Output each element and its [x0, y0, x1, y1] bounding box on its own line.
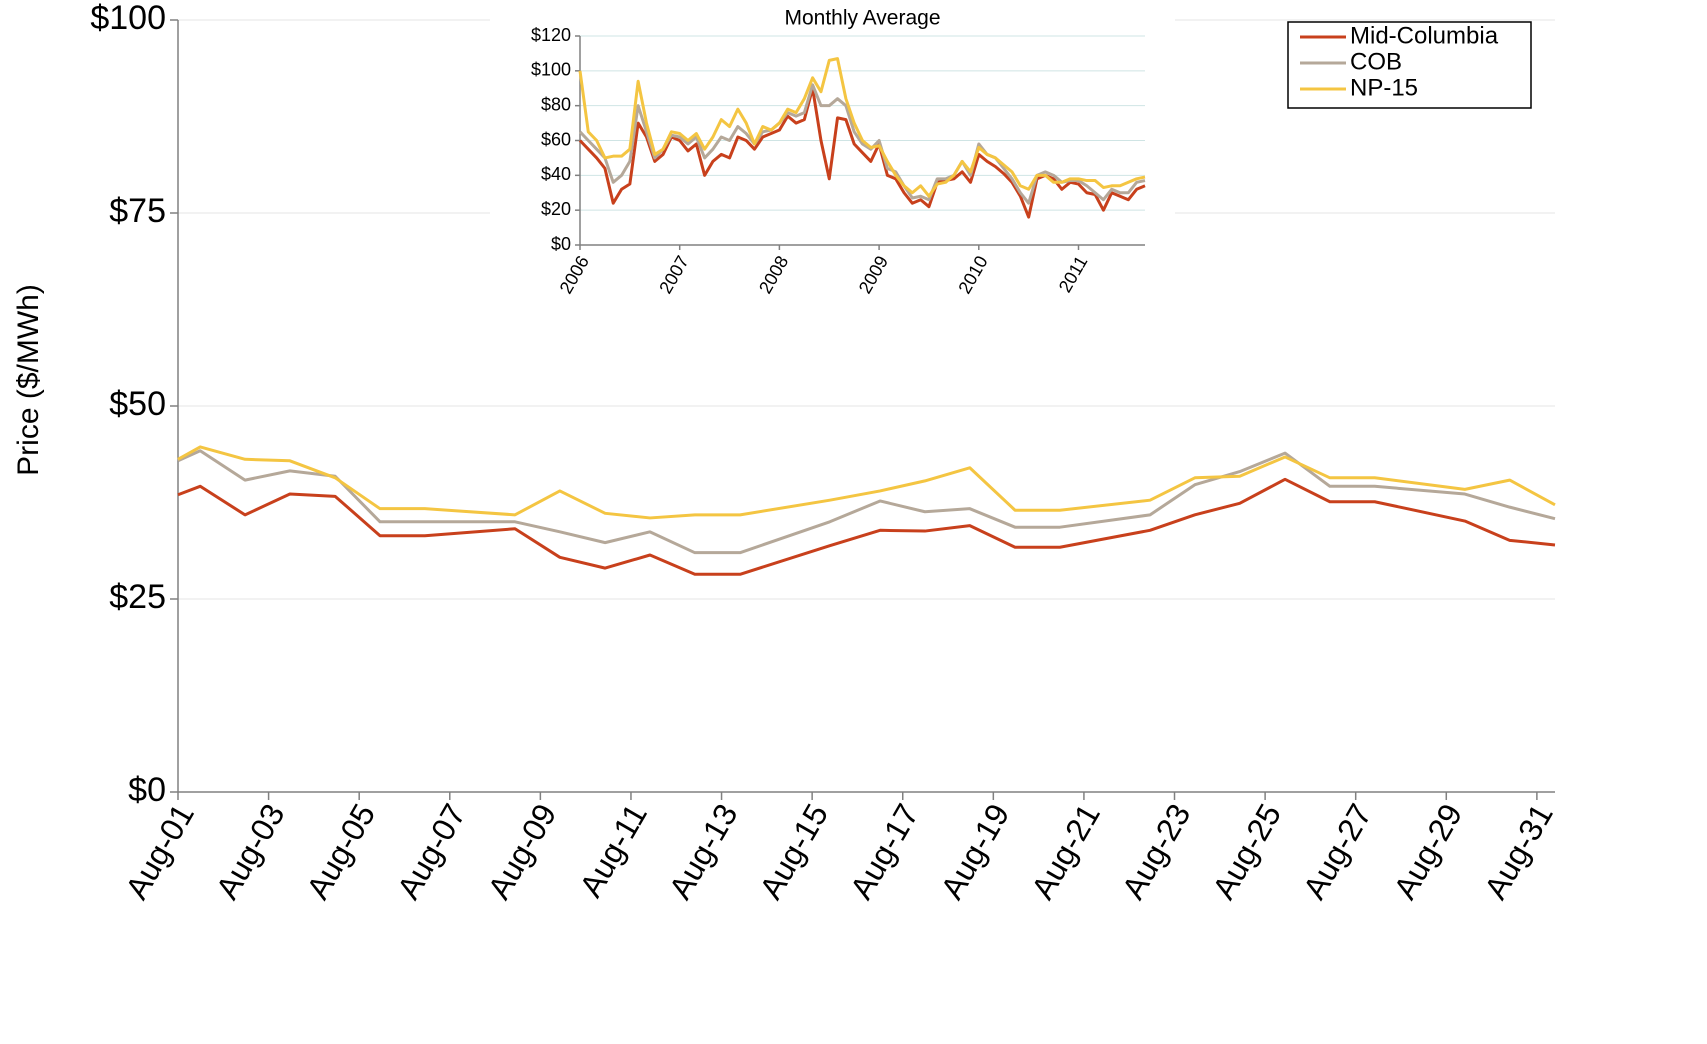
x-tick-label: Aug-07	[390, 798, 473, 905]
y-tick-label: $50	[109, 385, 166, 423]
legend-label: NP-15	[1350, 74, 1418, 101]
x-tick-label: Aug-15	[752, 798, 835, 905]
y-tick-label: $0	[128, 771, 166, 809]
x-tick-label: Aug-29	[1387, 798, 1470, 905]
series-line	[578, 83, 1146, 205]
series-line	[578, 86, 1146, 219]
x-tick-label: Aug-23	[1115, 798, 1198, 905]
y-tick-label: $100	[531, 60, 571, 80]
x-tick-label: Aug-05	[299, 798, 382, 905]
x-tick-label: Aug-01	[118, 798, 201, 905]
legend-label: COB	[1350, 48, 1402, 75]
y-tick-label: $75	[109, 192, 166, 230]
x-tick-label: Aug-13	[662, 798, 745, 905]
x-tick-label: Aug-21	[1024, 798, 1107, 905]
series-line	[177, 477, 1556, 576]
y-tick-label: $60	[541, 129, 571, 149]
x-tick-label: Aug-03	[209, 798, 292, 905]
y-axis-title: Price ($/MWh)	[12, 284, 45, 476]
chart-group: Monthly Average$0$20$40$60$80$100$120200…	[490, 0, 1175, 335]
y-tick-label: $40	[541, 164, 571, 184]
x-tick-label: Aug-11	[572, 798, 654, 903]
y-tick-label: $0	[551, 234, 571, 254]
y-tick-label: $25	[109, 578, 166, 616]
x-tick-label: Aug-25	[1205, 798, 1288, 905]
series-line	[177, 445, 1556, 520]
x-tick-label: Aug-09	[481, 798, 564, 905]
y-tick-label: $120	[531, 25, 571, 45]
chart-title: Monthly Average	[784, 7, 940, 30]
y-tick-label: $100	[90, 0, 166, 37]
series-line	[177, 449, 1556, 555]
x-tick-label: Aug-17	[843, 798, 926, 905]
x-tick-label: Aug-31	[1477, 798, 1560, 905]
x-tick-label: Aug-27	[1296, 798, 1379, 905]
series-line	[578, 57, 1146, 198]
y-tick-label: $80	[541, 94, 571, 114]
y-tick-label: $20	[541, 199, 571, 219]
legend-label: Mid-Columbia	[1350, 22, 1499, 49]
x-tick-label: Aug-19	[934, 798, 1017, 905]
